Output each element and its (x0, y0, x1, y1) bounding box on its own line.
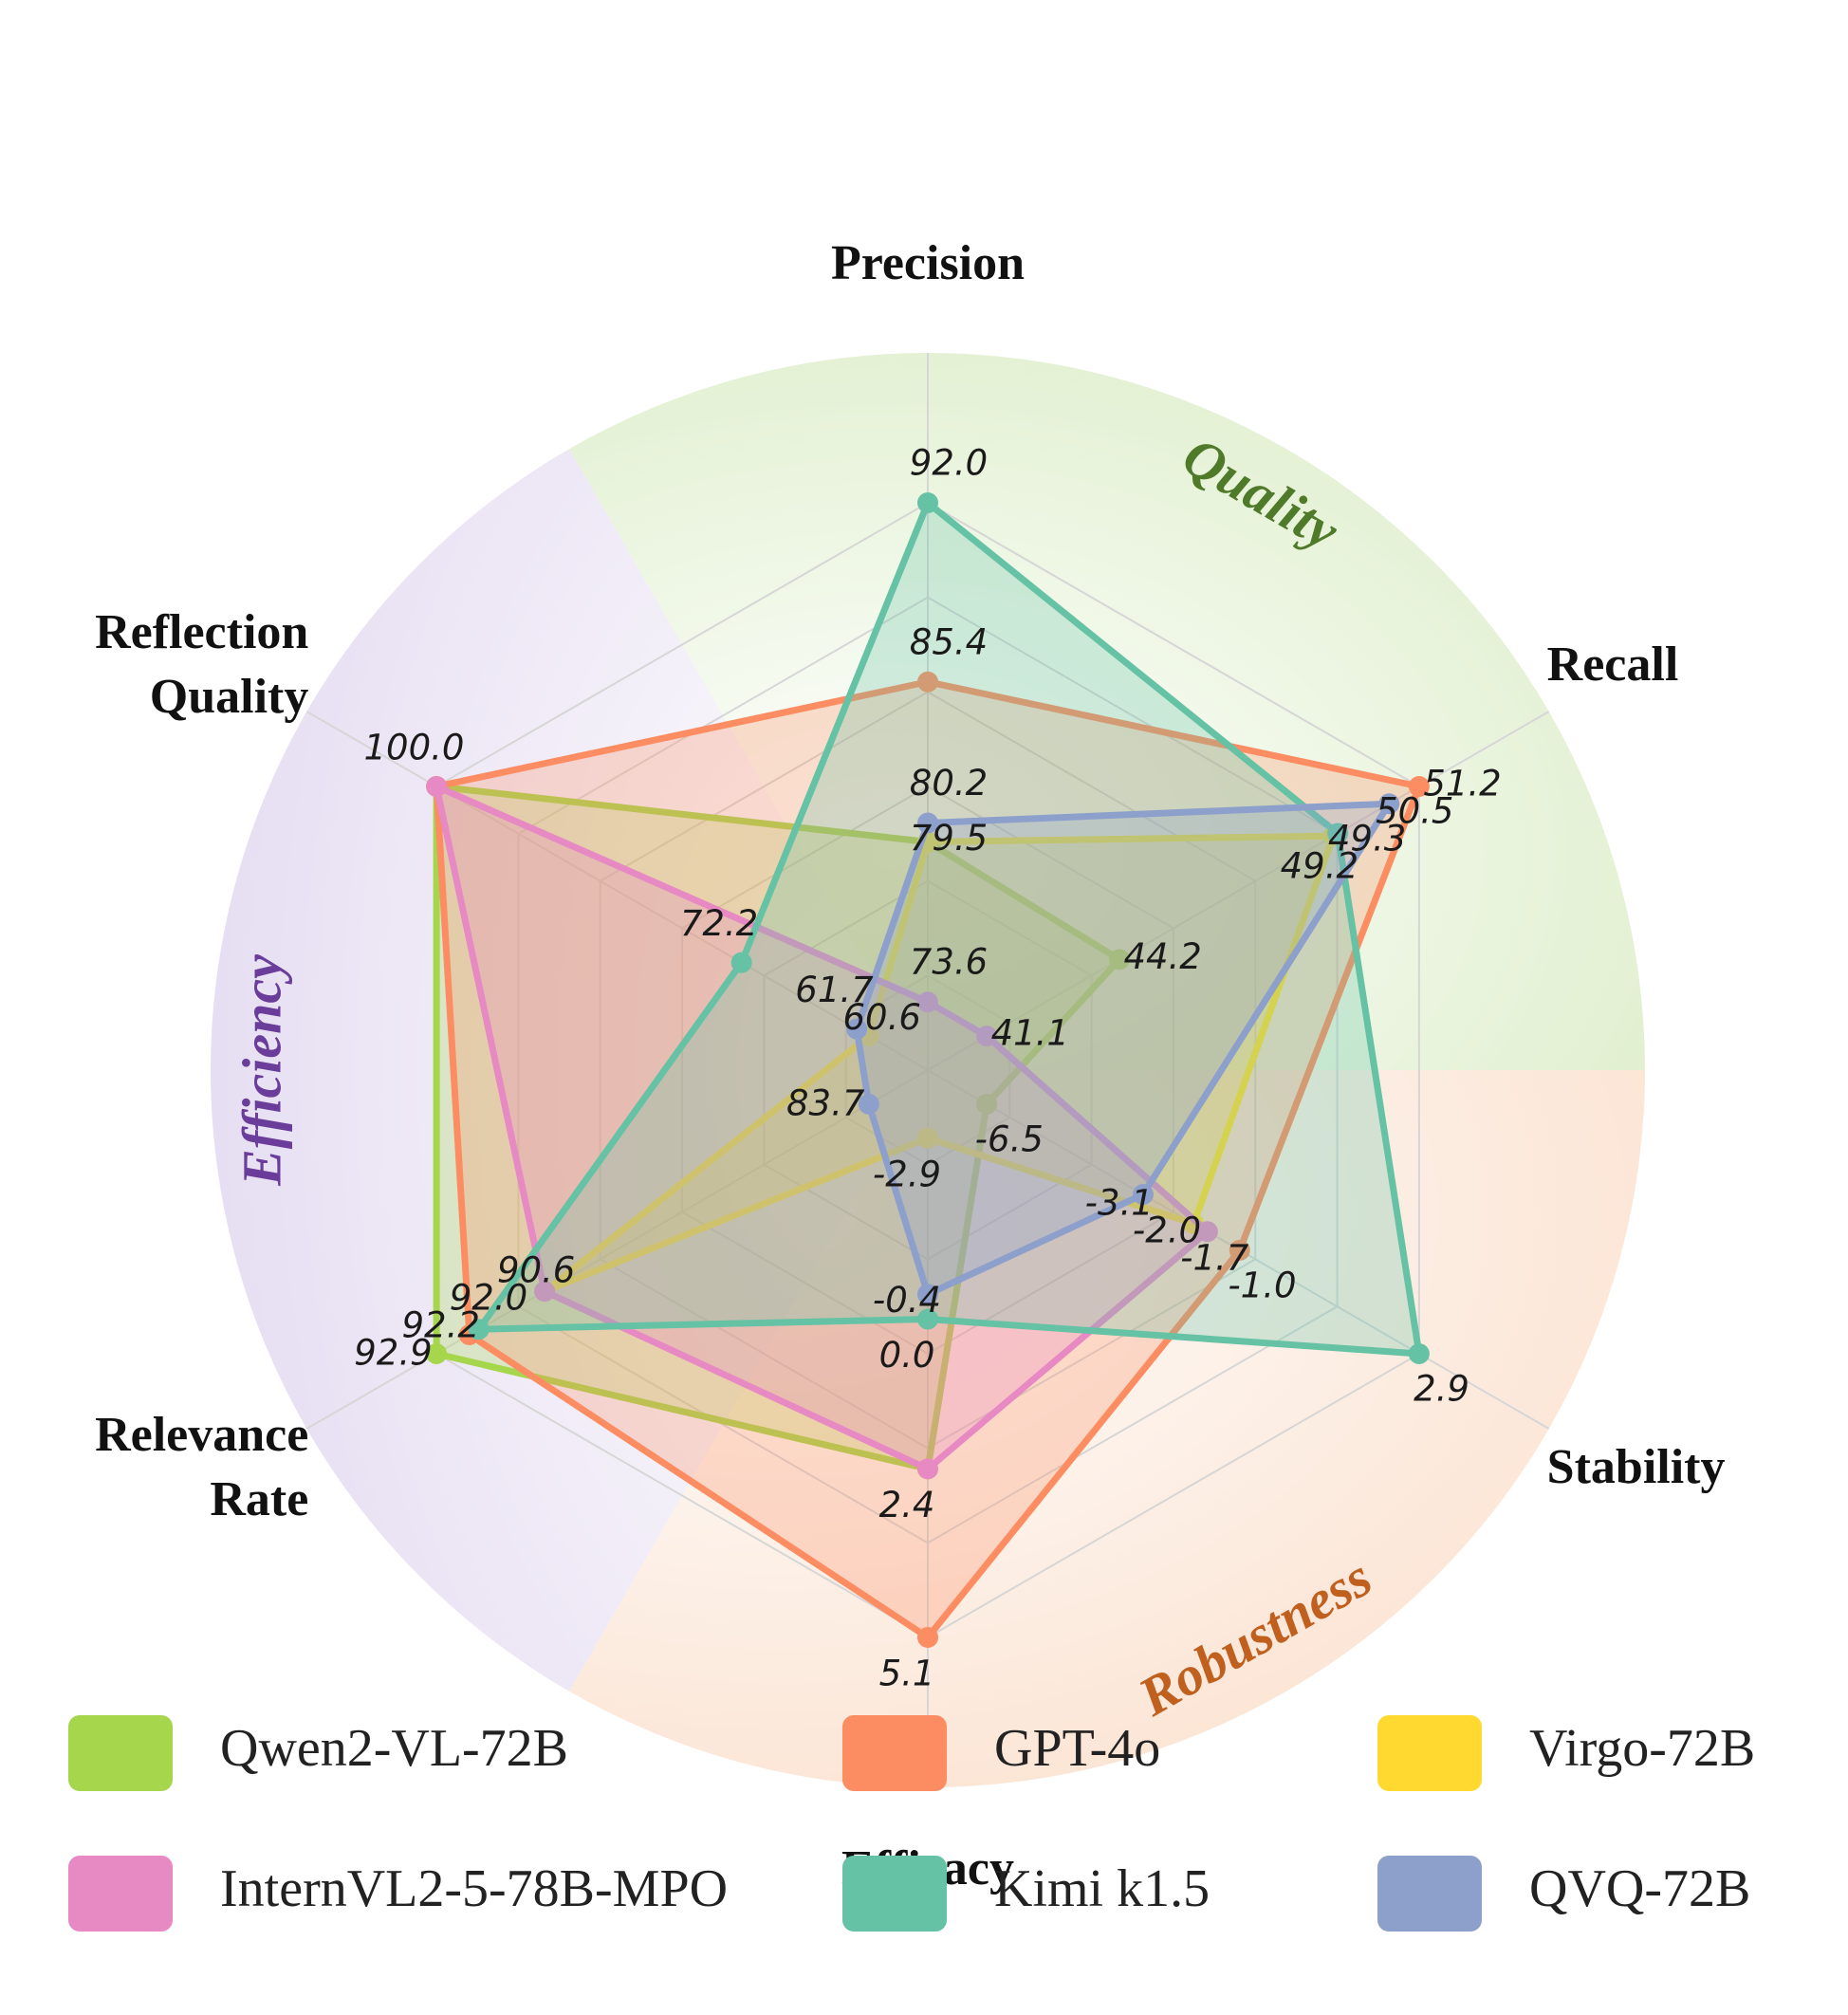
data-point (1408, 776, 1430, 797)
value-label: 2.9 (1414, 1369, 1469, 1410)
data-point (917, 812, 938, 834)
value-label: 0.0 (879, 1335, 935, 1376)
legend-swatch (68, 1715, 173, 1791)
legend-label: Kimi k1.5 (994, 1859, 1210, 1918)
data-point (917, 1127, 938, 1149)
value-label: -2.9 (873, 1154, 941, 1194)
data-point (1132, 1184, 1154, 1206)
value-label: 92.0 (450, 1277, 527, 1318)
axis-title-relevance-rate: Relevance Rate (95, 1408, 308, 1526)
value-label: 51.2 (1423, 764, 1501, 804)
axis-titles: PrecisionRecallStabilityEfficacyRelevanc… (95, 236, 1725, 1895)
data-point (846, 1018, 868, 1040)
value-label: 44.2 (1123, 936, 1201, 977)
series-internvl2-5-78b-mpo (426, 776, 1218, 1480)
axis-title-stability: Stability (1547, 1440, 1726, 1494)
data-point (1408, 1343, 1430, 1364)
legend-label: Virgo-72B (1529, 1719, 1755, 1778)
group-label-efficiency: Efficiency (231, 954, 292, 1187)
value-label: 92.0 (910, 443, 988, 484)
data-point (468, 1319, 490, 1340)
series-kimi-k1-5 (468, 492, 1430, 1364)
value-label: 83.7 (786, 1082, 865, 1123)
robustness-sector (569, 1070, 1645, 1787)
data-point (917, 671, 938, 693)
axis-title-recall: Recall (1547, 638, 1679, 692)
value-label: 100.0 (364, 727, 465, 767)
legend-item-qvq-72b: QVQ-72B (1377, 1856, 1750, 1932)
value-label: 5.1 (879, 1654, 935, 1694)
data-point (917, 1627, 938, 1648)
legend-item-kimi-k1-5: Kimi k1.5 (842, 1856, 1210, 1932)
legend-swatch (842, 1856, 947, 1932)
data-point (1327, 823, 1349, 844)
legend-label: Qwen2-VL-72B (220, 1719, 568, 1778)
legend-swatch (1377, 1856, 1482, 1932)
value-label: 49.3 (1328, 819, 1406, 860)
value-label: -0.4 (873, 1280, 941, 1321)
value-label: -1.0 (1228, 1265, 1296, 1305)
value-label: 60.6 (843, 997, 921, 1038)
data-point (1378, 793, 1400, 815)
data-point (534, 1281, 556, 1303)
legend-swatch (68, 1856, 173, 1932)
data-point (858, 1093, 879, 1115)
data-point (1229, 1239, 1250, 1261)
series-layer (426, 492, 1430, 1648)
data-point (917, 991, 938, 1013)
value-label: 2.4 (879, 1485, 935, 1525)
axis-title-reflection-quality: Reflection Quality (95, 605, 308, 724)
value-label: 85.4 (910, 621, 988, 662)
axis-spoke (305, 1069, 929, 1430)
legend-item-qwen2-vl-72b: Qwen2-VL-72B (68, 1715, 568, 1791)
legend-item-gpt-4o: GPT-4o (842, 1715, 1160, 1791)
data-point (426, 1343, 448, 1364)
data-point (426, 776, 448, 797)
legend-label: InternVL2-5-78B-MPO (220, 1859, 728, 1918)
legend-swatch (842, 1715, 947, 1791)
value-label: 49.2 (1281, 846, 1358, 887)
legend-label: GPT-4o (994, 1719, 1160, 1778)
data-point (917, 492, 938, 513)
axis-spoke (927, 711, 1550, 1071)
value-label: 61.7 (795, 970, 874, 1010)
value-label: 92.9 (354, 1332, 432, 1373)
legend-item-internvl2-5-78b-mpo: InternVL2-5-78B-MPO (68, 1856, 728, 1932)
value-label: 90.6 (497, 1249, 575, 1290)
legend-label: QVQ-72B (1529, 1859, 1750, 1918)
data-point (976, 1026, 998, 1047)
legend: Qwen2-VL-72B GPT-4o Virgo-72B InternVL2-5-7… (68, 1715, 1755, 1932)
value-label: 79.5 (910, 818, 988, 859)
value-label: 50.5 (1376, 791, 1453, 832)
data-point (917, 1284, 938, 1305)
value-labels: 92.0 85.4 80.2 79.5 73.6 51.250.549.349.2 44.2… (354, 443, 1501, 1694)
legend-swatch (1377, 1715, 1482, 1791)
radar-grid (305, 353, 1550, 1787)
data-point (730, 952, 752, 973)
value-label: -3.1 (1085, 1182, 1154, 1223)
data-point (1109, 949, 1131, 971)
axis-spoke (305, 711, 929, 1071)
value-label: -2.0 (1133, 1210, 1201, 1250)
value-label: 73.6 (910, 942, 988, 983)
value-label: 72.2 (680, 903, 758, 944)
data-point (1196, 1221, 1218, 1243)
value-label: -1.7 (1180, 1237, 1249, 1278)
value-label: 80.2 (910, 763, 988, 804)
legend-item-virgo-72b: Virgo-72B (1377, 1715, 1755, 1791)
series-qvq-72b (846, 793, 1400, 1305)
data-point (976, 1093, 998, 1115)
value-label: 92.2 (402, 1304, 480, 1345)
value-label: -6.5 (975, 1118, 1044, 1159)
data-point (917, 1458, 938, 1480)
value-label: 41.1 (991, 1013, 1069, 1054)
data-point (917, 1308, 938, 1330)
axis-title-precision: Precision (831, 236, 1025, 290)
